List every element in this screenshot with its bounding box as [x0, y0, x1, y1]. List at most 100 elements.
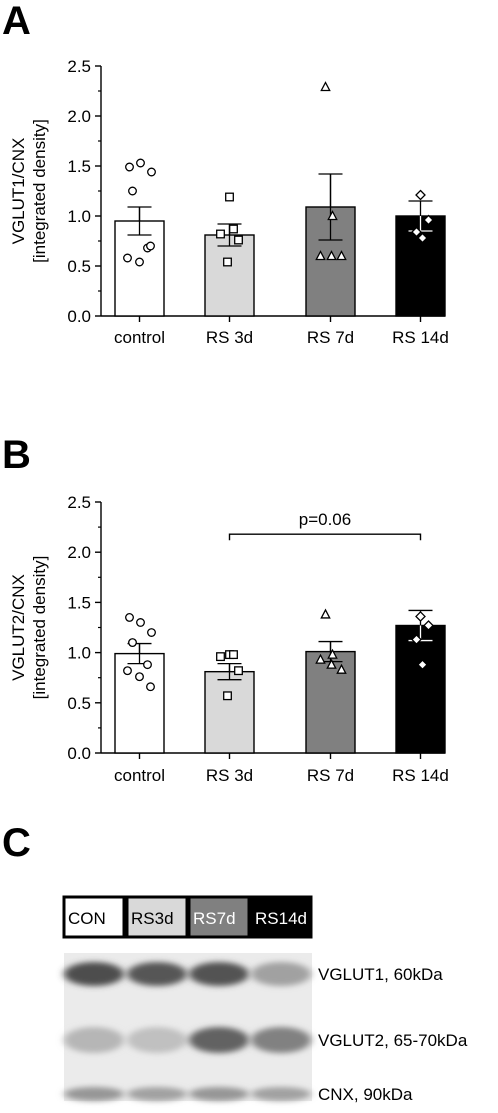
data-point	[135, 257, 144, 267]
data-point	[417, 232, 428, 244]
data-point	[315, 250, 326, 261]
bar-3	[395, 624, 446, 754]
chart-b: 0.0 0.5 1.0 1.5 2.0 2.5 VGLUT2/CNX [integrated …	[9, 493, 449, 785]
y-axis-label-line1: VGLUT1/CNX	[9, 138, 28, 245]
data-point	[123, 253, 132, 263]
data-point	[320, 81, 331, 92]
x-tick-label: RS 14d	[392, 328, 449, 347]
bar-1	[204, 670, 255, 754]
band-label: VGLUT1, 60kDa	[318, 965, 443, 984]
y-tick-label: 2.0	[67, 107, 91, 126]
panel-label-c: C	[2, 821, 31, 865]
data-point	[135, 672, 144, 682]
bar-0	[114, 652, 165, 754]
data-point	[125, 613, 134, 622]
bar-0	[114, 220, 165, 317]
x-tick-label: control	[114, 766, 165, 785]
x-tick-label: control	[114, 328, 165, 347]
data-point	[125, 162, 134, 172]
y-tick-label: 2.0	[67, 543, 91, 562]
chart-a: 0.0 0.5 1.0 1.5 2.0 2.5 VGLUT1/CNX [integrated …	[9, 57, 449, 347]
data-point	[216, 229, 225, 239]
x-tick-label: RS 7d	[307, 766, 354, 785]
data-point	[411, 226, 422, 238]
data-point	[315, 653, 326, 664]
data-point	[336, 663, 347, 674]
x-tick-label: RS 14d	[392, 766, 449, 785]
bar-1	[204, 234, 255, 317]
data-point	[327, 210, 338, 221]
lane-box-1	[125, 895, 189, 939]
lane-label: RS7d	[193, 909, 236, 928]
data-point	[146, 241, 155, 251]
y-tick-label: 0.0	[67, 307, 91, 326]
y-tick-label: 0.5	[67, 694, 91, 713]
y-tick-label: 1.0	[67, 644, 91, 663]
blot-band	[189, 962, 249, 986]
data-point	[147, 628, 156, 637]
data-point	[216, 652, 225, 662]
band-label: CNX, 90kDa	[318, 1085, 413, 1104]
blot-band	[64, 1087, 124, 1101]
data-point	[229, 650, 238, 660]
data-point	[225, 192, 234, 202]
blot-band	[64, 1027, 124, 1053]
lane-box-3	[249, 895, 313, 939]
data-point	[146, 682, 155, 692]
data-point	[326, 658, 337, 669]
lane-label: RS14d	[255, 909, 307, 928]
lane-label: RS3d	[131, 909, 174, 928]
data-point	[234, 235, 243, 245]
blot-band	[64, 962, 124, 986]
data-point	[136, 618, 145, 627]
data-point	[327, 648, 338, 659]
y-tick-label: 0.5	[67, 257, 91, 276]
y-tick-label: 2.5	[67, 493, 91, 512]
data-point	[128, 638, 137, 648]
data-point	[123, 666, 132, 676]
y-tick-label: 1.5	[67, 593, 91, 612]
data-point	[128, 186, 137, 196]
blot-band	[251, 1087, 311, 1101]
blot-band	[189, 1027, 249, 1053]
data-point	[136, 158, 145, 168]
panel-label-a: A	[2, 0, 31, 43]
y-tick-label: 0.0	[67, 744, 91, 763]
data-point	[229, 224, 238, 234]
lane-label: CON	[68, 909, 106, 928]
data-point	[336, 250, 347, 261]
data-point	[423, 620, 434, 631]
data-point	[143, 660, 152, 670]
y-tick-label: 1.0	[67, 207, 91, 226]
band-label: VGLUT2, 65-70kDa	[318, 1031, 468, 1050]
data-point	[320, 608, 331, 619]
data-point	[234, 666, 243, 676]
x-tick-label: RS 7d	[307, 328, 354, 347]
western-blot: CON RS3d RS7d RS14d VGLUT1, 60kDa VGLUT2, 65-…	[62, 895, 468, 1104]
y-axis-label-line2: [integrated density]	[30, 556, 49, 700]
blot-band	[127, 1087, 187, 1101]
panel-label-b: B	[2, 433, 31, 477]
y-axis-label-line1: VGLUT2/CNX	[9, 574, 28, 681]
blot-band	[127, 1027, 187, 1053]
y-axis-label-line2: [integrated density]	[30, 119, 49, 263]
blot-band	[127, 962, 187, 986]
x-tick-label: RS 3d	[206, 328, 253, 347]
data-point	[415, 189, 426, 201]
blot-band	[251, 1027, 311, 1053]
y-tick-label: 1.5	[67, 157, 91, 176]
blot-band	[251, 962, 311, 986]
data-point	[223, 691, 232, 701]
lane-box-0	[62, 895, 126, 939]
blot-band	[189, 1087, 249, 1101]
significance-bracket	[228, 533, 422, 541]
data-point	[326, 250, 337, 261]
data-point	[223, 257, 232, 267]
data-point	[423, 214, 434, 226]
data-point	[147, 167, 156, 177]
data-point	[411, 634, 422, 645]
lane-box-2	[187, 895, 251, 939]
y-tick-label: 2.5	[67, 57, 91, 76]
x-tick-label: RS 3d	[206, 766, 253, 785]
